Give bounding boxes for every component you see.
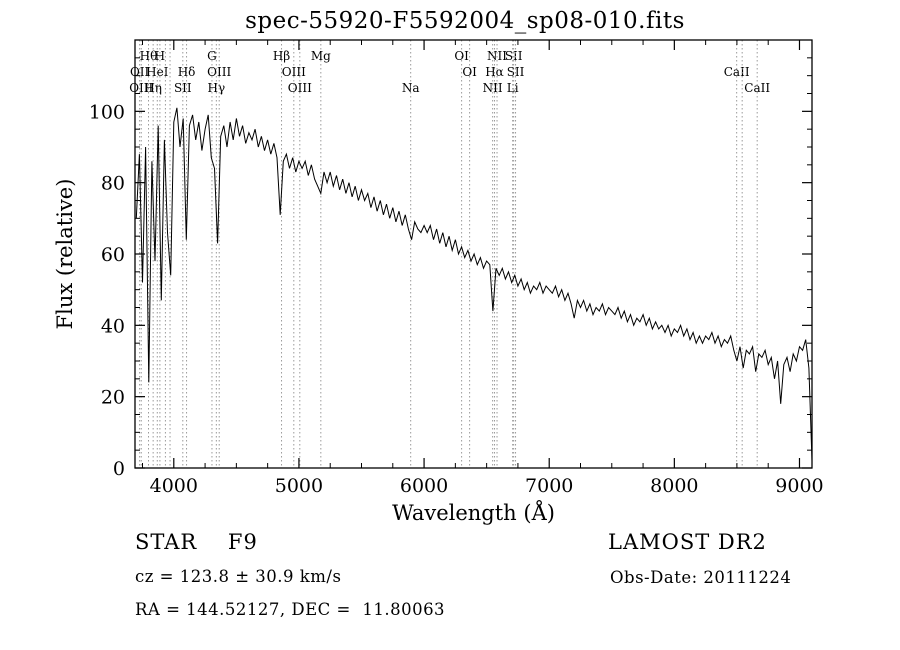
spectral-line-label: Mg	[311, 49, 331, 63]
survey-label: LAMOST DR2	[608, 530, 767, 554]
spectral-line-label: OI	[462, 65, 477, 79]
spectral-line-label: OI	[454, 49, 469, 63]
y-tick-label: 80	[101, 173, 125, 195]
plot-border	[134, 39, 813, 469]
x-axis-label: Wavelength (Å)	[392, 500, 555, 525]
spectral-line-label: H	[155, 49, 165, 63]
spectral-line-label: Hη	[144, 81, 162, 95]
x-tick-label: 6000	[400, 475, 448, 497]
y-tick-label: 60	[101, 244, 125, 266]
spectral-line-label: NII	[487, 49, 507, 63]
y-tick-label: 0	[113, 458, 125, 480]
y-tick-label: 20	[101, 387, 125, 409]
y-axis-label: Flux (relative)	[53, 179, 77, 330]
y-tick-label: 100	[89, 101, 125, 123]
coordinates-value: RA = 144.52127, DEC = 11.80063	[135, 600, 446, 619]
spectral-line-label: OIII	[288, 81, 312, 95]
y-tick-label: 40	[101, 315, 125, 337]
x-tick-label: 7000	[525, 475, 573, 497]
x-tick-label: 8000	[650, 475, 698, 497]
x-tick-label: 9000	[775, 475, 823, 497]
spectral-line-label: Hβ	[273, 49, 290, 63]
spectral-line-label: Hδ	[178, 65, 196, 79]
spectral-line-label: OIII	[282, 65, 306, 79]
x-tick-label: 4000	[150, 475, 198, 497]
cz-value: cz = 123.8 ± 30.9 km/s	[135, 567, 342, 586]
spectral-line-label: SII	[505, 49, 523, 63]
spectral-line-label: SII	[507, 65, 525, 79]
spectral-line-label: G	[207, 49, 217, 63]
page-title: spec-55920-F5592004_sp08-010.fits	[245, 8, 685, 34]
object-class-label: STAR F9	[135, 530, 258, 554]
spectral-line-label: Li	[507, 81, 519, 95]
x-tick-label: 5000	[275, 475, 323, 497]
spectral-line-label: SII	[174, 81, 192, 95]
spectral-line-label: NII	[483, 81, 503, 95]
flux-spectrum-line	[135, 107, 813, 461]
spectral-line-label: Hα	[485, 65, 504, 79]
spectral-line-label: CaII	[724, 65, 750, 79]
obs-date-value: Obs-Date: 20111224	[610, 568, 792, 587]
spectral-line-label: CaII	[744, 81, 770, 95]
spectral-line-label: OIII	[207, 65, 231, 79]
spectral-line-label: Na	[402, 81, 420, 95]
spectral-line-label: Hγ	[208, 81, 226, 95]
spectral-line-label: HeI	[146, 65, 169, 79]
